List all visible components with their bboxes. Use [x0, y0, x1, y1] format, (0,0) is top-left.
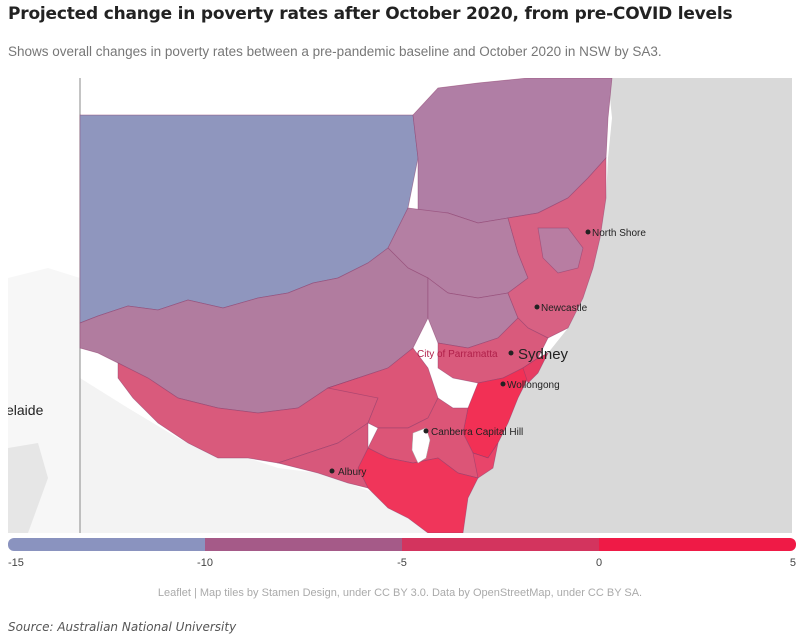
- land-south-coast: [80, 378, 438, 533]
- legend-bin-2: [205, 538, 402, 551]
- city-marker-parramatta[interactable]: City of Parramatta: [417, 349, 498, 360]
- chart-subtitle: Shows overall changes in poverty rates b…: [8, 44, 662, 59]
- city-label-north-shore: North Shore: [592, 228, 646, 239]
- city-marker-sydney[interactable]: Sydney: [508, 346, 569, 363]
- city-marker-wollongong[interactable]: Wollongong: [500, 380, 560, 391]
- city-label-canberra: Canberra Capital Hill: [431, 427, 523, 438]
- land-sa-light-patch: [8, 443, 48, 533]
- legend-bin-4: [599, 538, 796, 551]
- source-note: Source: Australian National University: [8, 620, 237, 634]
- region-mid-north-coast[interactable]: [537, 227, 584, 274]
- city-label-sydney: Sydney: [518, 346, 569, 363]
- city-marker-albury[interactable]: Albury: [329, 467, 367, 478]
- city-marker-newcastle[interactable]: Newcastle: [534, 303, 588, 314]
- legend-bin-1: [8, 538, 205, 551]
- legend-ticks: -15 -10 -5 0 5: [8, 557, 796, 573]
- city-label-albury: Albury: [338, 467, 366, 478]
- legend-bin-3: [402, 538, 599, 551]
- city-label-parramatta: City of Parramatta: [417, 349, 498, 360]
- ocean-area: [463, 78, 792, 533]
- act-territory: [411, 427, 431, 464]
- chart-title: Projected change in poverty rates after …: [8, 4, 733, 24]
- city-marker-canberra[interactable]: Canberra Capital Hill: [423, 427, 524, 438]
- city-label-adelaide: elaide: [8, 402, 44, 418]
- region-illawarra[interactable]: [472, 442, 499, 479]
- map-container[interactable]: North Shore Newcastle Sydney City of Par…: [8, 78, 792, 533]
- region-snowy-south-coast[interactable]: [357, 447, 479, 533]
- legend-tick-4: 0: [595, 557, 603, 569]
- legend-color-bar: [8, 538, 796, 551]
- city-label-newcastle: Newcastle: [541, 303, 588, 314]
- legend-tick-3: -5: [397, 557, 407, 569]
- map-attribution[interactable]: Leaflet | Map tiles by Stamen Design, un…: [157, 587, 643, 599]
- legend-tick-5: 5: [789, 557, 796, 569]
- legend-tick-2: -10: [197, 557, 213, 569]
- region-central-coast[interactable]: [522, 352, 549, 384]
- region-far-south-coast[interactable]: [276, 422, 369, 489]
- city-marker-north-shore[interactable]: North Shore: [585, 228, 647, 239]
- choropleth-map[interactable]: North Shore Newcastle Sydney City of Par…: [8, 78, 792, 533]
- city-label-wollongong: Wollongong: [507, 380, 560, 391]
- legend-tick-1: -15: [8, 557, 24, 569]
